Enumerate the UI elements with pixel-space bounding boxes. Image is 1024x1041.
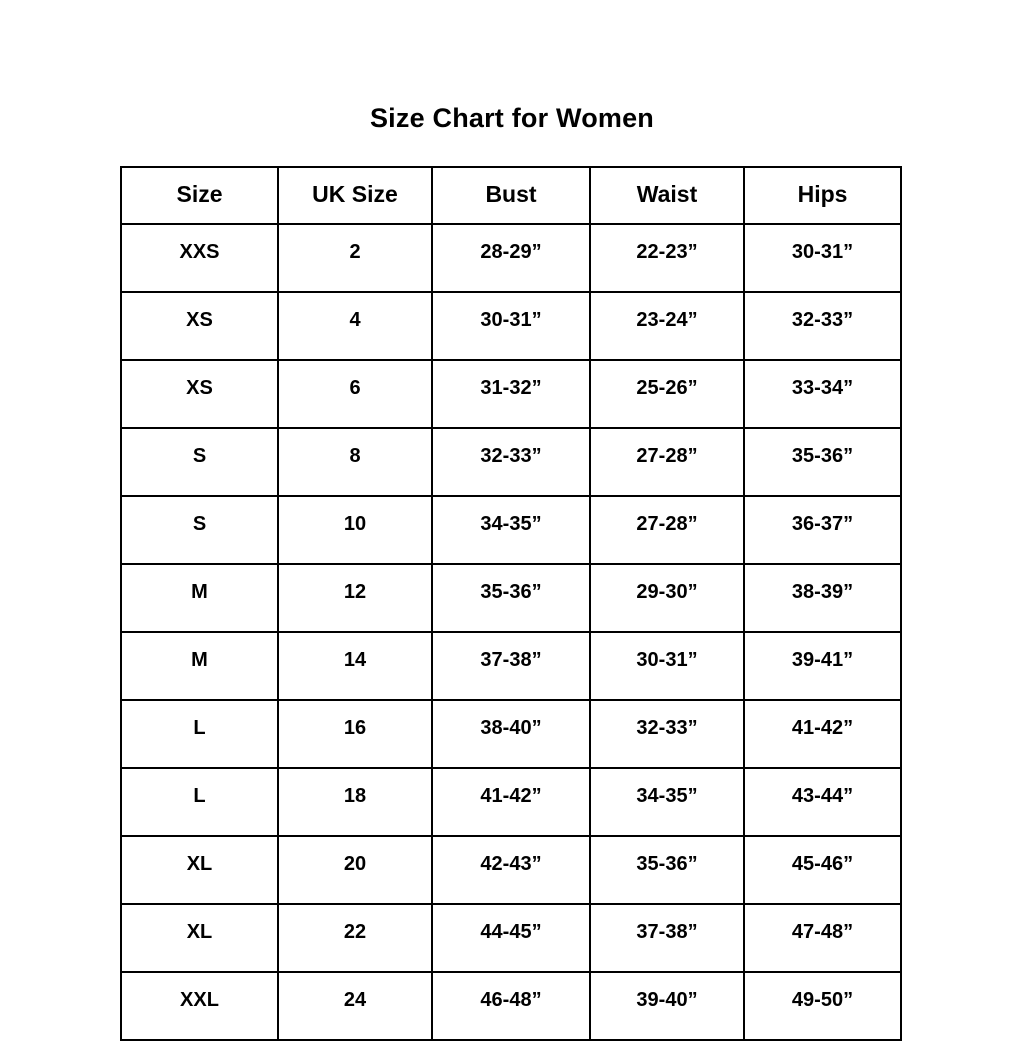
- table-cell: 22-23”: [589, 223, 745, 293]
- table-cell: 36-37”: [743, 495, 902, 565]
- table-cell: 41-42”: [431, 767, 591, 837]
- table-cell: 12: [277, 563, 433, 633]
- table-cell: XXS: [120, 223, 279, 293]
- table-row: S 8 32-33” 27-28” 35-36”: [120, 427, 902, 497]
- table-cell: 37-38”: [431, 631, 591, 701]
- table-cell: S: [120, 427, 279, 497]
- table-cell: 32-33”: [743, 291, 902, 361]
- table-cell: 30-31”: [431, 291, 591, 361]
- table-cell: 18: [277, 767, 433, 837]
- table-row: M 14 37-38” 30-31” 39-41”: [120, 631, 902, 701]
- table-cell: 31-32”: [431, 359, 591, 429]
- table-cell: L: [120, 699, 279, 769]
- table-cell: 44-45”: [431, 903, 591, 973]
- table-cell: 28-29”: [431, 223, 591, 293]
- table-row: XL 20 42-43” 35-36” 45-46”: [120, 835, 902, 905]
- table-cell: XL: [120, 835, 279, 905]
- table-cell: 27-28”: [589, 495, 745, 565]
- table-row: L 16 38-40” 32-33” 41-42”: [120, 699, 902, 769]
- column-header-uk-size: UK Size: [277, 166, 433, 225]
- table-cell: M: [120, 631, 279, 701]
- table-cell: 10: [277, 495, 433, 565]
- table-cell: 34-35”: [431, 495, 591, 565]
- table-row: XL 22 44-45” 37-38” 47-48”: [120, 903, 902, 973]
- page-title: Size Chart for Women: [369, 103, 655, 133]
- table-cell: 39-40”: [589, 971, 745, 1041]
- table-cell: S: [120, 495, 279, 565]
- size-chart-table: Size UK Size Bust Waist Hips XXS 2 28-29” 22-23…: [120, 166, 902, 1041]
- table-cell: 29-30”: [589, 563, 745, 633]
- table-cell: 30-31”: [589, 631, 745, 701]
- table-cell: XXL: [120, 971, 279, 1041]
- table-cell: 46-48”: [431, 971, 591, 1041]
- table-cell: 41-42”: [743, 699, 902, 769]
- table-row: XS 6 31-32” 25-26” 33-34”: [120, 359, 902, 429]
- table-cell: 47-48”: [743, 903, 902, 973]
- table-cell: 43-44”: [743, 767, 902, 837]
- table-cell: 24: [277, 971, 433, 1041]
- table-cell: 39-41”: [743, 631, 902, 701]
- table-row: XS 4 30-31” 23-24” 32-33”: [120, 291, 902, 361]
- table-cell: M: [120, 563, 279, 633]
- table-cell: 14: [277, 631, 433, 701]
- table-cell: 35-36”: [589, 835, 745, 905]
- table-cell: 35-36”: [431, 563, 591, 633]
- table-cell: 22: [277, 903, 433, 973]
- table-cell: 25-26”: [589, 359, 745, 429]
- table-cell: XS: [120, 359, 279, 429]
- table-row: L 18 41-42” 34-35” 43-44”: [120, 767, 902, 837]
- table-cell: 6: [277, 359, 433, 429]
- table-body: XXS 2 28-29” 22-23” 30-31” XS 4 30-31” 23-24” 32-…: [120, 223, 902, 1041]
- table-cell: 49-50”: [743, 971, 902, 1041]
- table-cell: 45-46”: [743, 835, 902, 905]
- column-header-bust: Bust: [431, 166, 591, 225]
- table-cell: XS: [120, 291, 279, 361]
- table-row: S 10 34-35” 27-28” 36-37”: [120, 495, 902, 565]
- table-cell: 38-39”: [743, 563, 902, 633]
- table-cell: 38-40”: [431, 699, 591, 769]
- column-header-waist: Waist: [589, 166, 745, 225]
- header-row: Size UK Size Bust Waist Hips: [120, 166, 902, 225]
- table-cell: 34-35”: [589, 767, 745, 837]
- column-header-hips: Hips: [743, 166, 902, 225]
- table-cell: 8: [277, 427, 433, 497]
- table-cell: 30-31”: [743, 223, 902, 293]
- table-cell: 33-34”: [743, 359, 902, 429]
- table-cell: 2: [277, 223, 433, 293]
- table-cell: 4: [277, 291, 433, 361]
- table-cell: XL: [120, 903, 279, 973]
- table-row: M 12 35-36” 29-30” 38-39”: [120, 563, 902, 633]
- table-cell: 42-43”: [431, 835, 591, 905]
- table-cell: 37-38”: [589, 903, 745, 973]
- table-cell: 20: [277, 835, 433, 905]
- table-cell: 35-36”: [743, 427, 902, 497]
- table-cell: 27-28”: [589, 427, 745, 497]
- table-cell: 16: [277, 699, 433, 769]
- table-cell: 23-24”: [589, 291, 745, 361]
- column-header-size: Size: [120, 166, 279, 225]
- table-row: XXS 2 28-29” 22-23” 30-31”: [120, 223, 902, 293]
- table-cell: 32-33”: [431, 427, 591, 497]
- table-row: XXL 24 46-48” 39-40” 49-50”: [120, 971, 902, 1041]
- table-cell: 32-33”: [589, 699, 745, 769]
- table-cell: L: [120, 767, 279, 837]
